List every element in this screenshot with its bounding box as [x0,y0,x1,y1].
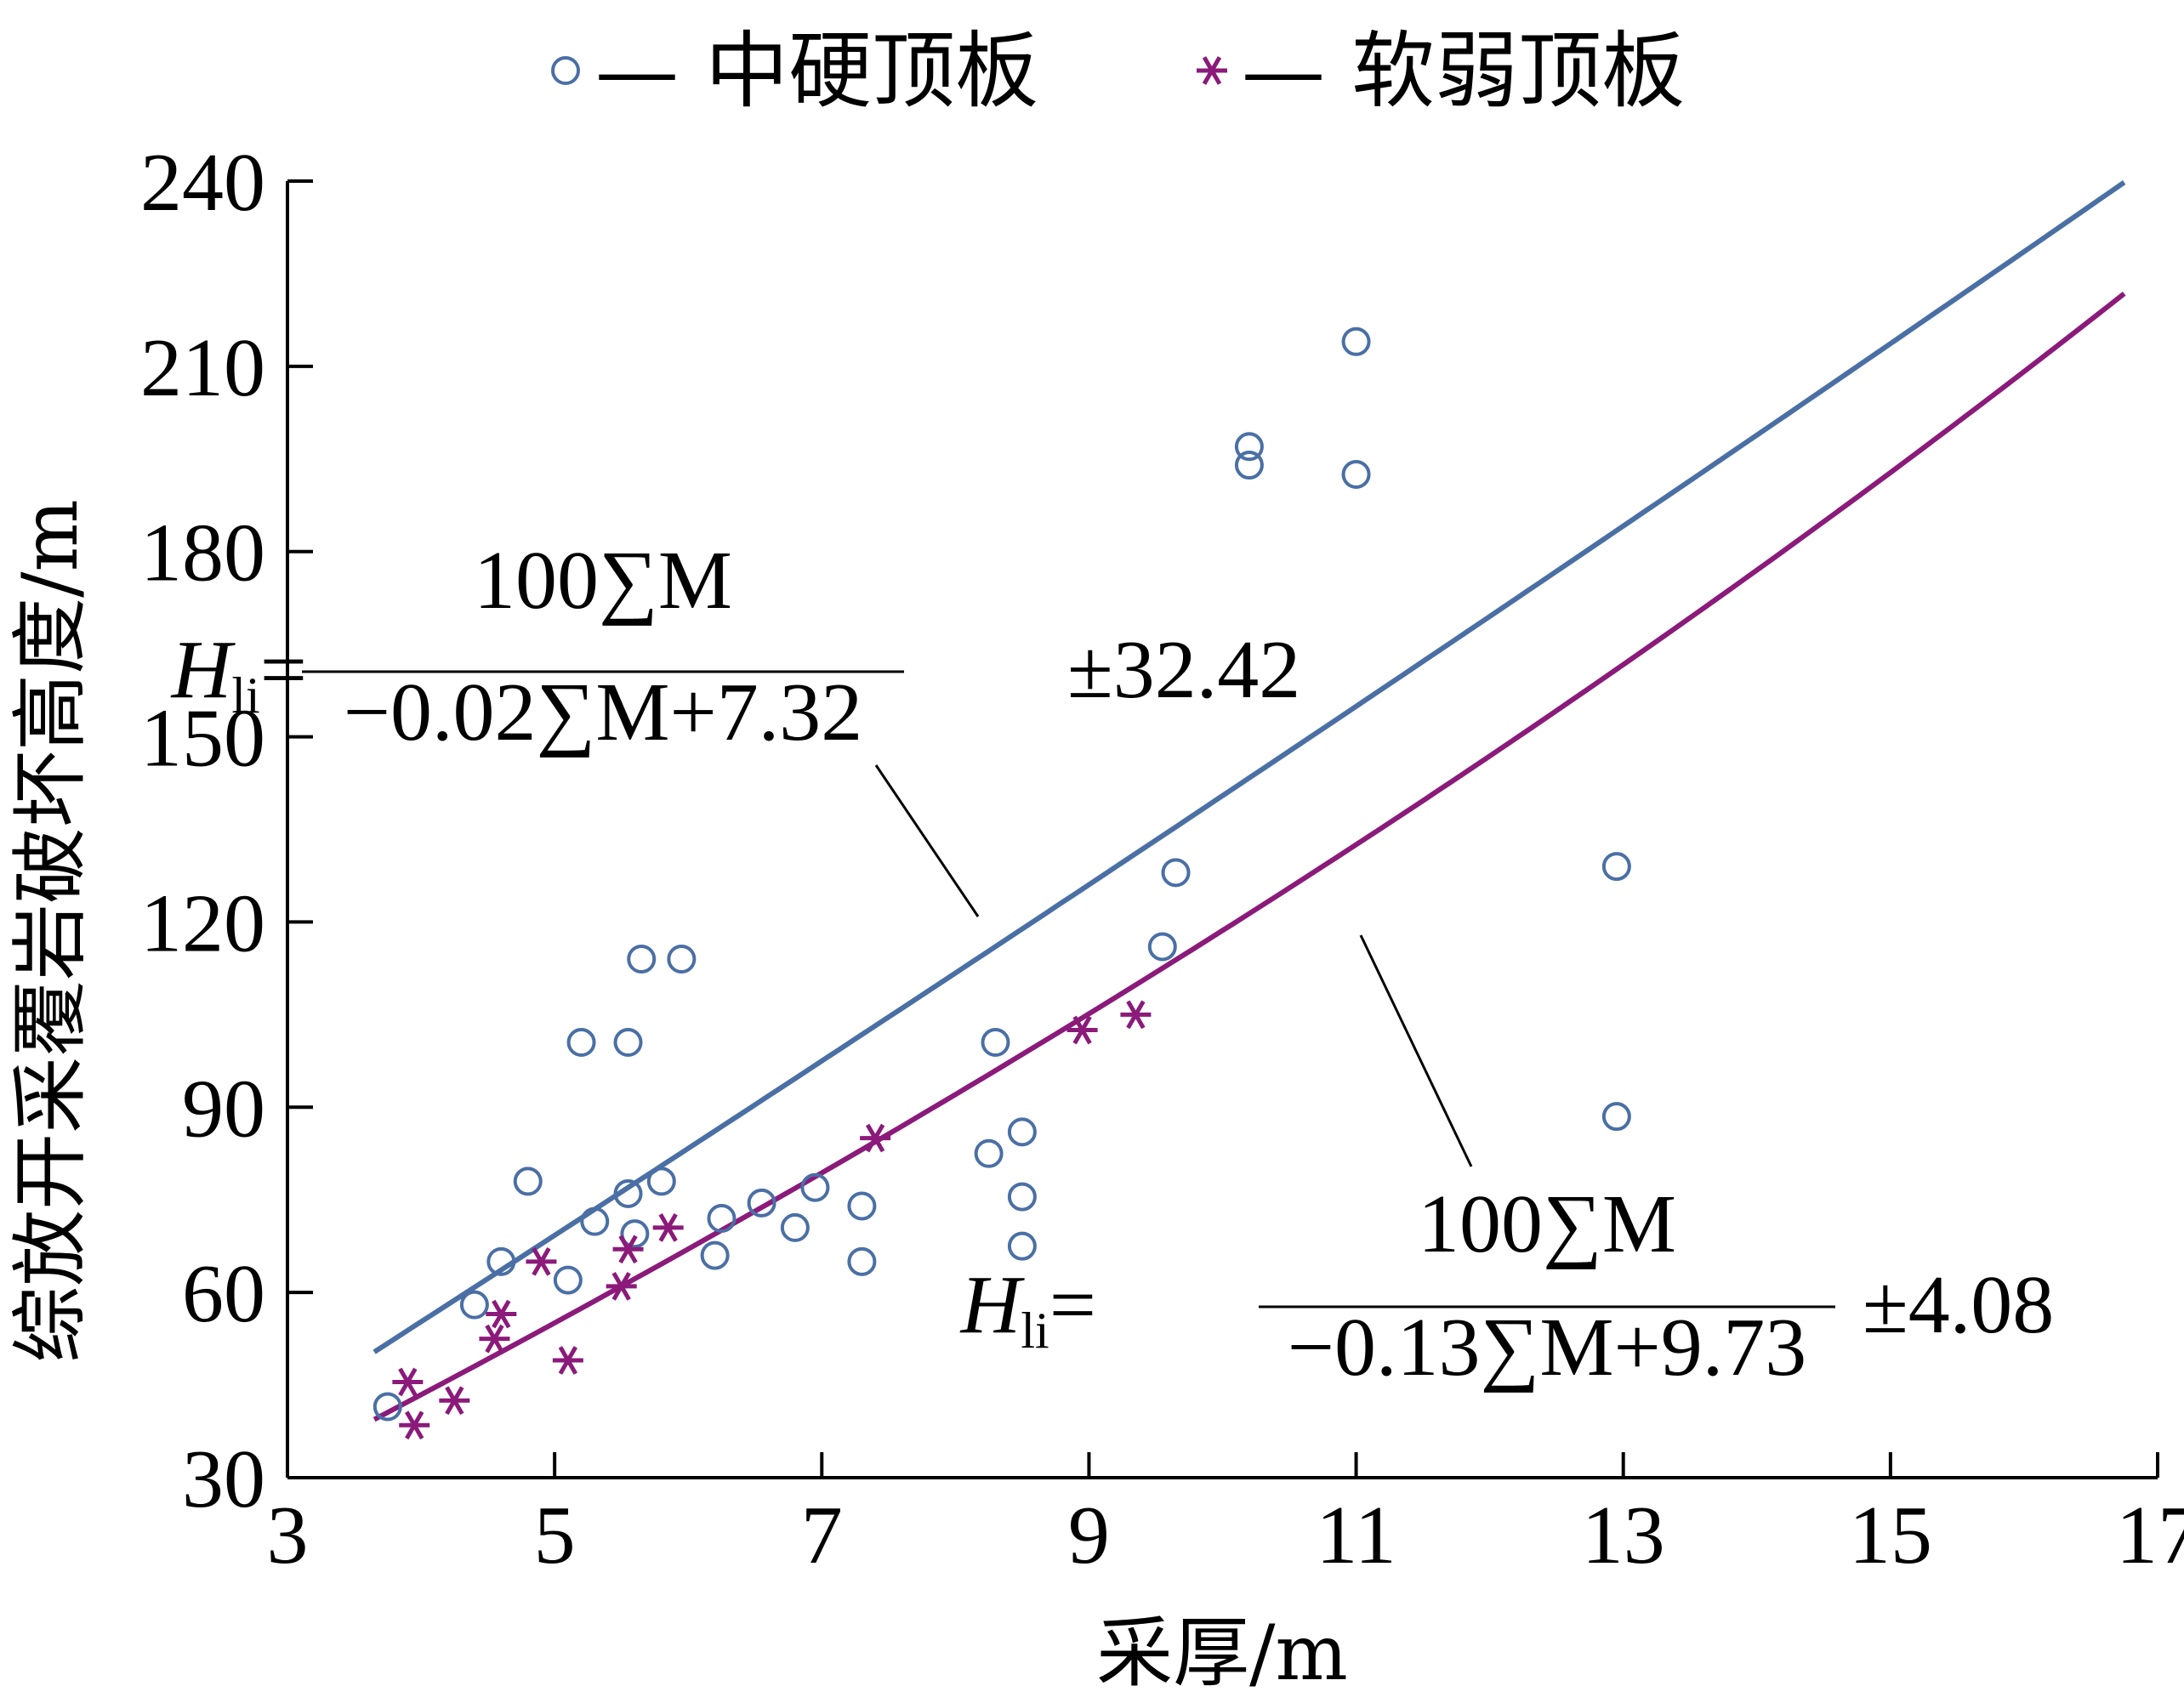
formula-lhs: Hli= [170,624,307,724]
y-tick-label: 150 [140,693,265,785]
data-point [1341,326,1371,356]
data-point [1007,1117,1037,1147]
legend-label: — 软弱顶板 [1242,23,1685,120]
data-point [780,1212,810,1242]
formula-soft: Hli= 100∑M −0.13∑M+9.73 ±4.08 [959,934,2054,1394]
data-point [707,1204,737,1233]
y-tick-label: 30 [182,1433,265,1525]
data-point [1341,459,1371,489]
formula-lhs: Hli= [959,1259,1096,1359]
formula-denominator: −0.13∑M+9.73 [1288,1302,1807,1394]
data-point [606,1272,637,1301]
formula-denominator: −0.02∑M+7.32 [344,667,863,758]
data-point [1007,1231,1037,1261]
legend-label: — 中硬顶板 [595,23,1038,120]
data-point [847,1191,877,1221]
data-point [1066,1015,1098,1045]
data-point [486,1246,516,1276]
x-tick-label: 15 [1849,1490,1932,1581]
data-point [1007,1182,1037,1212]
data-point [486,1299,517,1329]
data-point [1601,1102,1631,1132]
y-tick-label: 90 [182,1063,265,1155]
data-point [800,1172,830,1202]
data-point [459,1290,489,1320]
data-point [747,1188,776,1218]
data-point [652,1213,684,1242]
data-point [700,1240,730,1270]
y-axis-ticks: 30 60 90 120 150 180 210 240 [140,137,313,1525]
data-point [613,1178,643,1208]
axes [286,181,2158,1479]
x-tick-label: 5 [534,1490,576,1581]
y-tick-label: 210 [140,322,265,414]
fit-curves [373,180,2126,1422]
data-point [981,1028,1010,1058]
x-tick-label: 7 [801,1490,843,1581]
leader-line [1359,934,1473,1167]
data-point [392,1367,424,1397]
x-tick-label: 9 [1068,1490,1110,1581]
y-tick-label: 120 [140,877,265,969]
leader-line [874,764,980,917]
data-point [1234,451,1264,480]
data-point [1120,1000,1152,1030]
data-point [580,1206,610,1236]
formula-error: ±4.08 [1863,1259,2054,1351]
data-point [552,1346,583,1375]
data-point [513,1167,543,1196]
data-point [373,1392,402,1422]
x-tick-label: 17 [2116,1490,2184,1581]
data-point [613,1028,643,1058]
x-axis-ticks: 3 5 7 9 11 13 15 17 [267,1452,2184,1581]
data-point [620,1219,650,1249]
y-tick-label: 60 [182,1248,265,1340]
data-point [646,1167,676,1196]
data-point [612,1235,644,1264]
data-points [373,326,1631,1440]
formula-hard: Hli= 100∑M −0.02∑M+7.32 ±32.42 [170,535,1300,917]
y-axis-title: 综放开采覆岩破坏高度/m [6,499,95,1363]
data-point [860,1123,891,1153]
data-point [553,1265,583,1295]
x-axis-title: 采厚/m [1096,1609,1348,1698]
data-point [1234,432,1264,462]
fit-curve-1 [373,180,2126,1354]
formula-error: ±32.42 [1067,624,1300,716]
fit-curve-2 [373,291,2126,1422]
formula-annotations: Hli= 100∑M −0.02∑M+7.32 ±32.42 Hli= 100∑M −0.1… [170,535,2055,1394]
data-point [1601,852,1631,882]
data-point [526,1246,557,1276]
data-point [479,1324,510,1354]
legend-marker [1197,56,1227,85]
y-tick-label: 180 [140,508,265,599]
x-tick-label: 3 [267,1490,309,1581]
y-tick-label: 240 [140,137,265,229]
formula-numerator: 100∑M [1418,1178,1676,1270]
legend-item-soft: — 软弱顶板 [1197,23,1685,120]
x-tick-label: 11 [1316,1490,1396,1581]
data-point [1147,932,1177,962]
legend: — 中硬顶板 — 软弱顶板 [551,23,1685,120]
data-point [439,1386,470,1416]
data-point [627,945,657,974]
data-point [399,1411,430,1440]
data-point [974,1138,1004,1168]
data-point [667,945,697,974]
legend-item-hard: — 中硬顶板 [551,23,1038,120]
formula-numerator: 100∑M [474,535,732,627]
data-point [1161,858,1191,888]
data-point [566,1028,596,1058]
data-point [847,1246,877,1276]
x-tick-label: 13 [1582,1490,1665,1581]
legend-marker [551,56,580,85]
